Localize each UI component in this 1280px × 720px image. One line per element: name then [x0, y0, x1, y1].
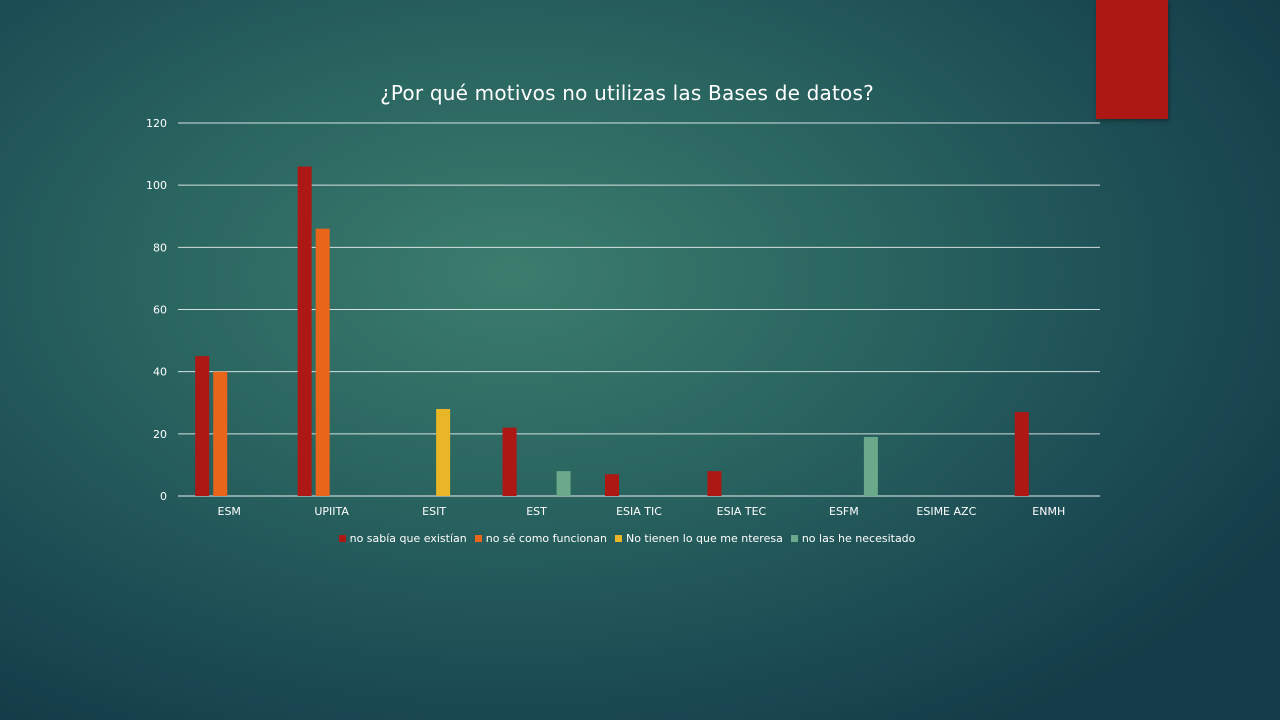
legend-swatch	[474, 535, 482, 542]
legend-label: no sabía que existían	[349, 532, 467, 545]
bars	[195, 166, 1029, 496]
x-tick-label: EST	[526, 505, 547, 518]
accent-bar	[1096, 0, 1168, 119]
bar-esm-series-1	[195, 356, 210, 496]
bar-upiita-series-2	[315, 228, 330, 496]
legend-label: no las he necesitado	[801, 532, 916, 545]
x-tick-label: ENMH	[1032, 505, 1065, 518]
x-tick-label: ESIA TEC	[717, 505, 767, 518]
x-tick-label: ESIA TIC	[616, 505, 662, 518]
bar-esfm-series-4	[863, 436, 878, 496]
x-axis: ESM UPIITA ESIT EST ESIA TIC ESIA TEC ESFM ESIM…	[218, 505, 1066, 518]
legend-swatch	[790, 535, 798, 542]
chart-title: ¿Por qué motivos no utilizas las Bases d…	[380, 81, 874, 105]
bar-esia-tec-series-1	[707, 471, 722, 496]
x-tick-label: ESFM	[829, 505, 859, 518]
y-tick-label: 0	[160, 490, 167, 503]
bar-enmh-series-1	[1014, 412, 1029, 496]
bar-esia-tic-series-1	[605, 474, 619, 496]
x-tick-label: ESM	[218, 505, 241, 518]
bar-esm-series-2	[213, 371, 228, 496]
bar-est-series-1	[502, 427, 517, 496]
legend-item: no las he necesitado	[790, 532, 916, 545]
y-axis: 0 20 40 60 80 100 120	[146, 117, 167, 503]
bar-est-series-4	[556, 471, 571, 496]
x-tick-label: UPIITA	[314, 505, 349, 518]
legend: no sabía que existían no sé como funciona…	[0, 532, 1254, 545]
y-tick-label: 80	[153, 241, 167, 254]
legend-swatch	[338, 535, 346, 542]
y-tick-label: 20	[153, 428, 167, 441]
y-tick-label: 60	[153, 304, 167, 317]
bar-upiita-series-1	[297, 166, 312, 496]
legend-label: no sé como funcionan	[485, 532, 607, 545]
y-tick-label: 40	[153, 366, 167, 379]
gridlines	[178, 122, 1100, 497]
legend-swatch	[614, 535, 622, 542]
y-tick-label: 120	[146, 117, 167, 130]
legend-item: no sabía que existían	[338, 532, 467, 545]
legend-item: No tienen lo que me nteresa	[614, 532, 783, 545]
legend-label: No tienen lo que me nteresa	[625, 532, 783, 545]
legend-item: no sé como funcionan	[474, 532, 607, 545]
x-tick-label: ESIT	[422, 505, 446, 518]
bar-esit-series-3	[436, 408, 451, 496]
y-tick-label: 100	[146, 179, 167, 192]
x-tick-label: ESIME AZC	[916, 505, 976, 518]
